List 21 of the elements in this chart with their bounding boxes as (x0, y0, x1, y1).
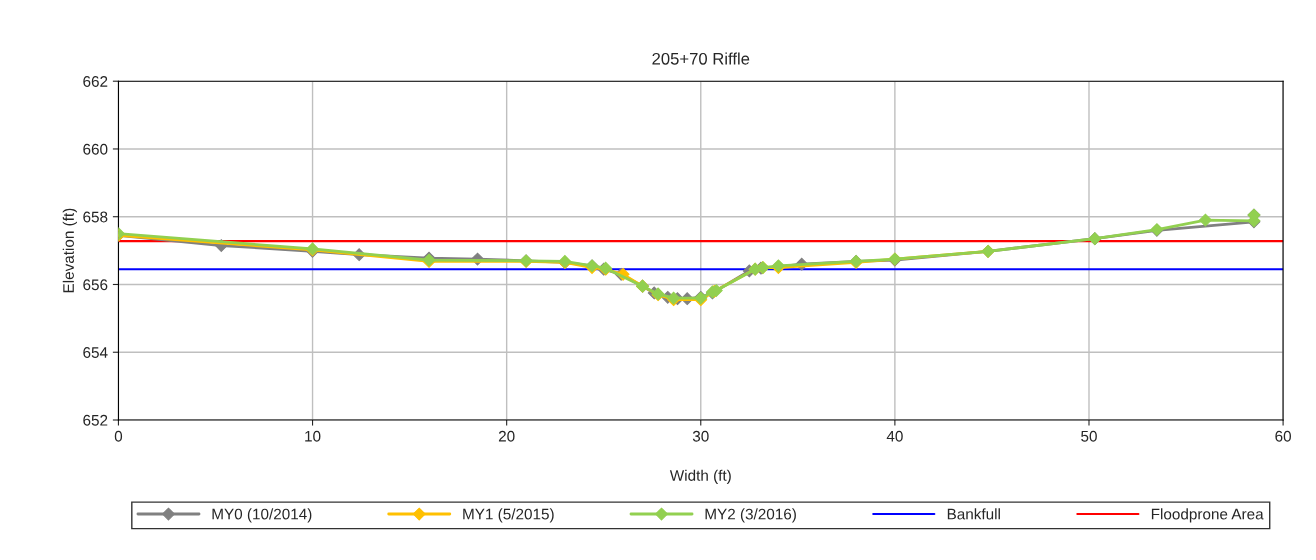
x-axis-title: Width (ft) (669, 469, 731, 484)
y-tick-label: 658 (83, 211, 108, 223)
x-tick-label: 60 (1275, 430, 1291, 442)
x-tick-label: 40 (886, 430, 903, 442)
legend-label: Floodprone Area (1151, 508, 1264, 523)
y-tick-label: 662 (83, 76, 108, 87)
y-tick-label: 652 (83, 414, 108, 426)
y-tick-label: 660 (83, 143, 108, 155)
x-tick-label: 30 (692, 430, 709, 442)
x-tick-label: 50 (1081, 430, 1097, 442)
legend-label: Bankfull (947, 508, 1000, 520)
x-tick-label: 0 (114, 430, 123, 442)
legend-label: MY1 (5/2015) (463, 508, 554, 523)
chart-title: 205+70 Riffle (652, 52, 750, 65)
y-tick-label: 656 (83, 279, 108, 291)
legend-label: MY0 (10/2014) (212, 508, 312, 523)
y-axis-title: Elevation (ft) (62, 208, 77, 293)
x-tick-label: 20 (498, 430, 515, 442)
legend-label: MY2 (3/2016) (705, 508, 796, 523)
y-tick-label: 654 (83, 347, 108, 358)
x-tick-label: 10 (305, 430, 321, 442)
